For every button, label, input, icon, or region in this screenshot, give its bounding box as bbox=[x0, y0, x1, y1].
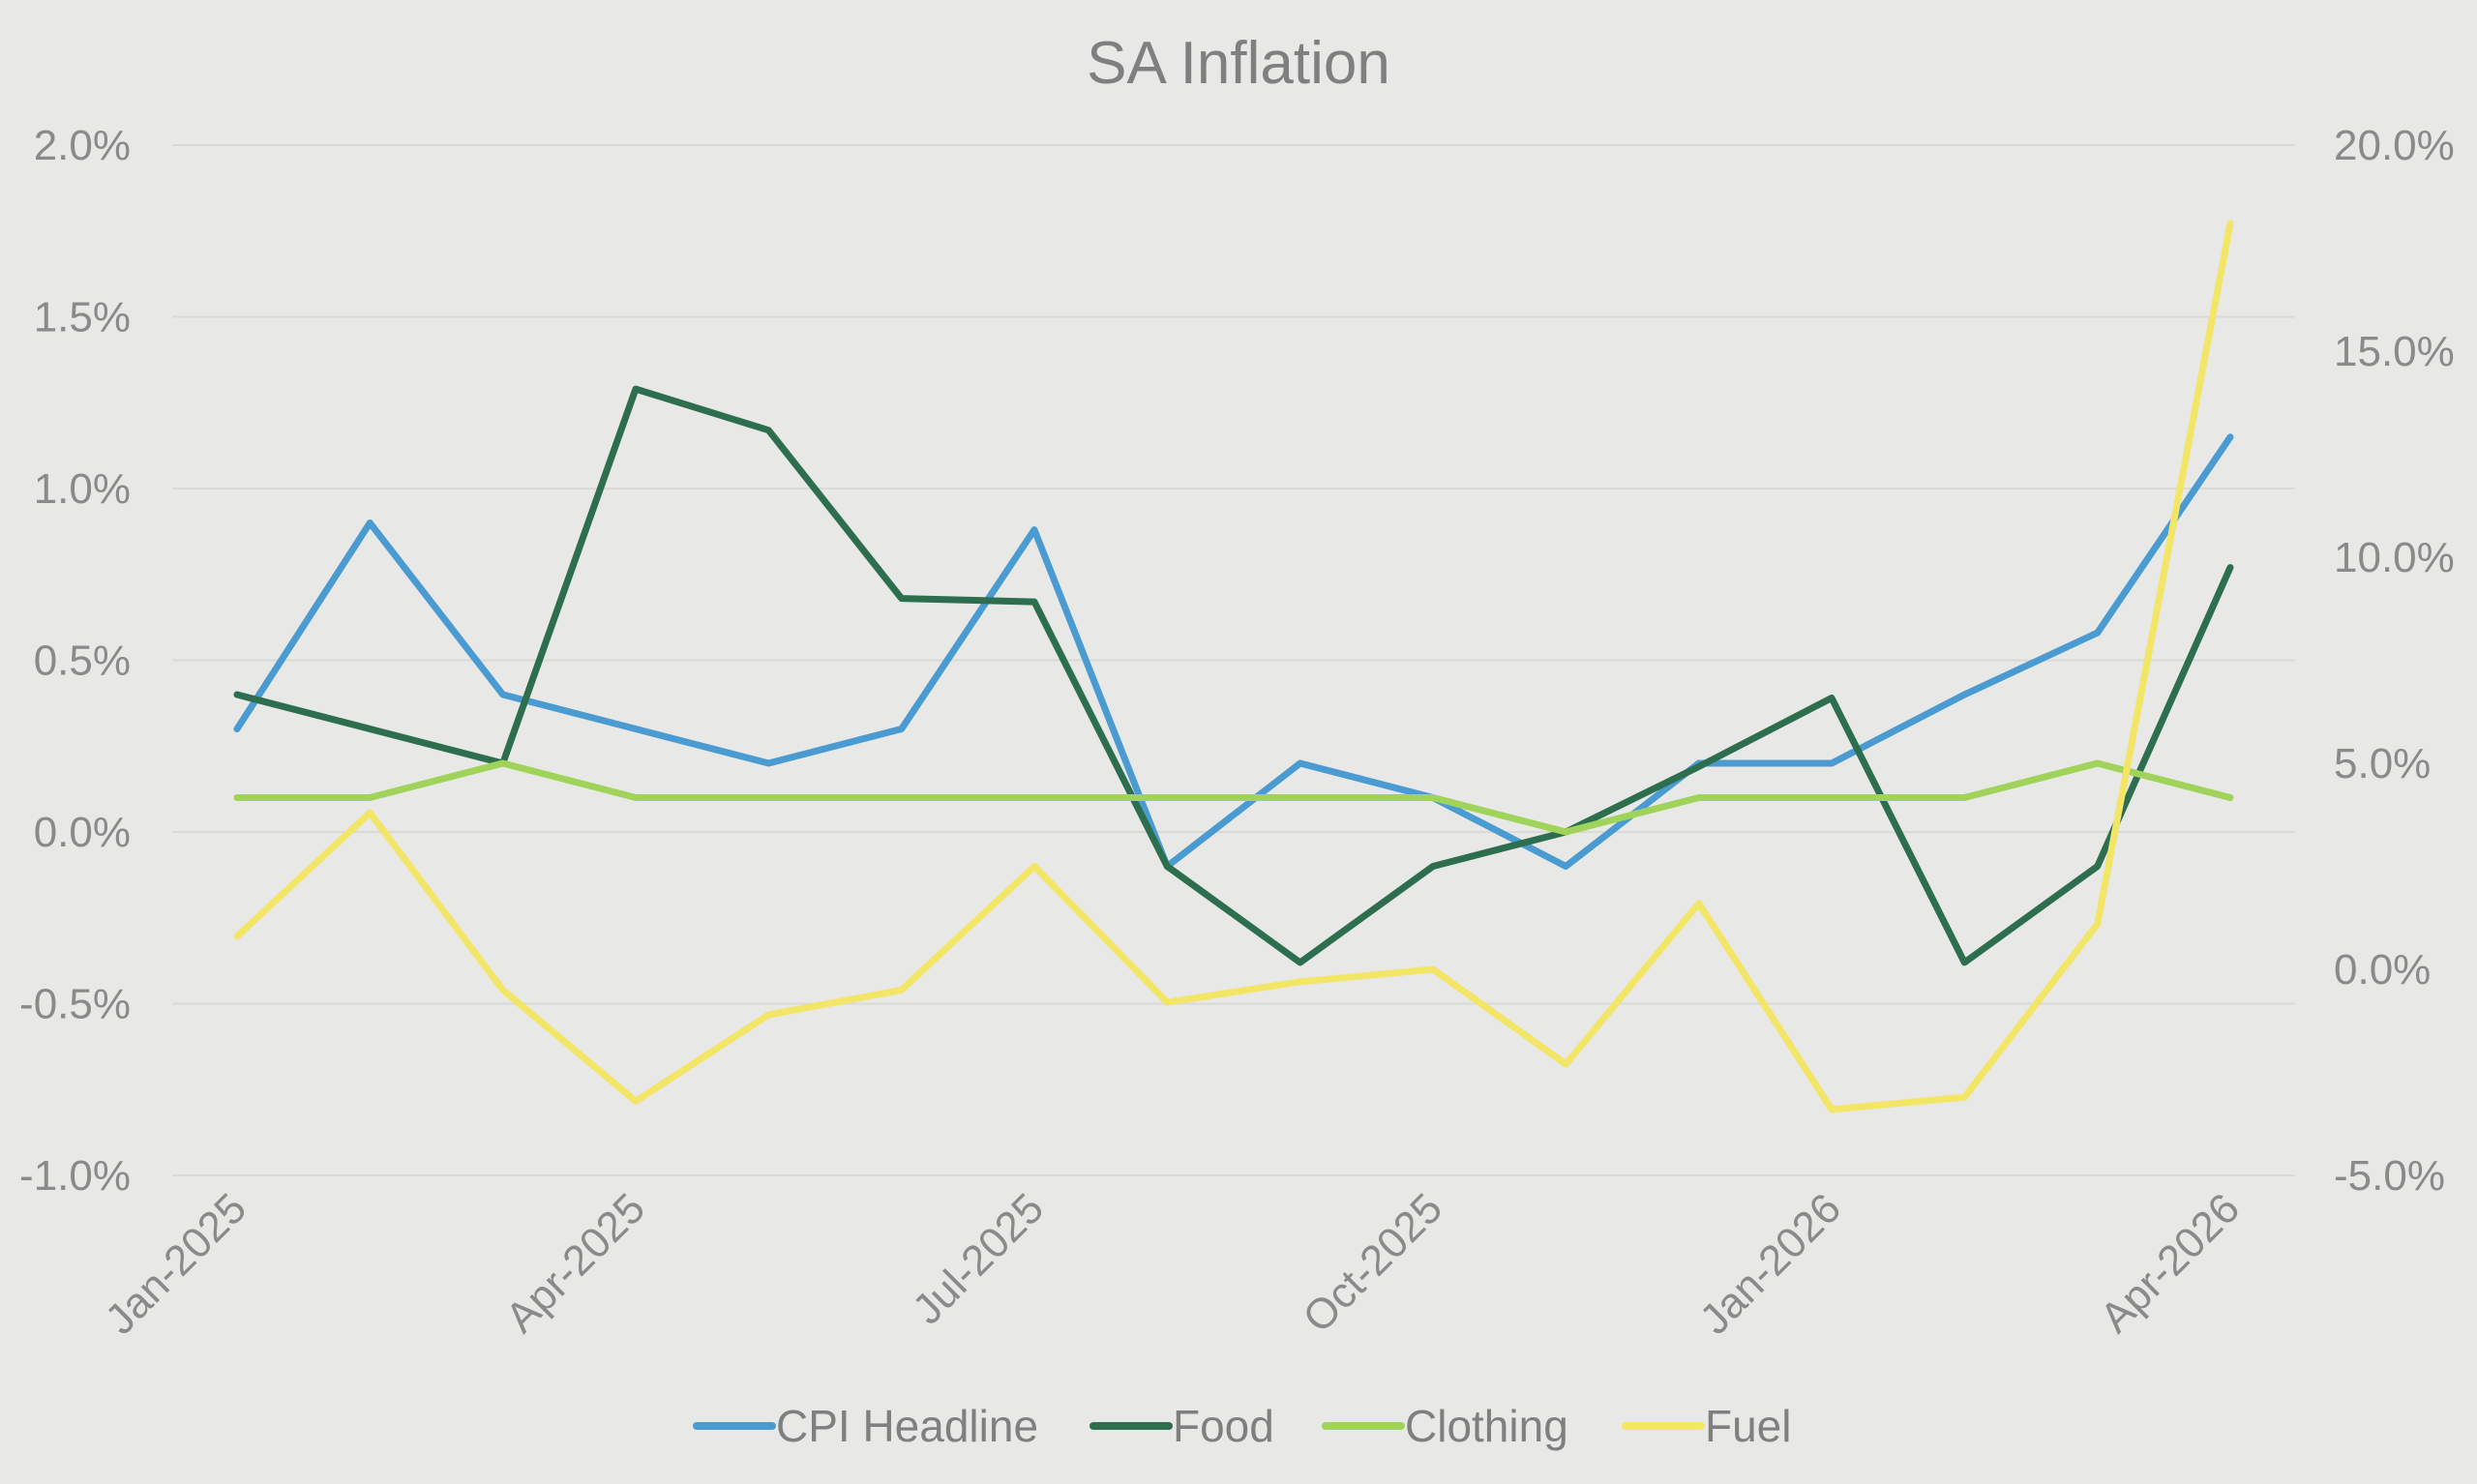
left-axis-tick-label: 0.5% bbox=[34, 638, 131, 685]
right-axis-tick-label: 20.0% bbox=[2334, 122, 2455, 169]
legend-label: CPI Headline bbox=[776, 1401, 1038, 1451]
x-axis-tick-label: Jan-2026 bbox=[1691, 1184, 1850, 1343]
legend: CPI Headline Food Clothing Fuel bbox=[693, 1401, 1791, 1451]
left-axis-tick-label: -1.0% bbox=[19, 1152, 131, 1200]
gridlines bbox=[172, 144, 2295, 1176]
series-line-cpi-headline bbox=[233, 433, 2234, 870]
left-axis: 2.0% 1.5% 1.0% 0.5% 0.0% -0.5% -1.0% bbox=[19, 122, 131, 1200]
left-axis-tick-label: 1.0% bbox=[34, 465, 131, 513]
x-axis-tick-label: Jul-2025 bbox=[904, 1184, 1053, 1333]
right-axis-tick-label: 15.0% bbox=[2334, 328, 2455, 375]
chart-title: SA Inflation bbox=[1087, 30, 1390, 97]
x-axis-tick-label: Jan-2025 bbox=[97, 1184, 255, 1343]
x-axis: Jan-2025 Apr-2025 Jul-2025 Oct-2025 Jan-2026… bbox=[97, 1184, 2249, 1343]
left-axis-tick-label: 0.0% bbox=[34, 809, 131, 856]
right-axis-tick-label: 5.0% bbox=[2334, 740, 2431, 787]
right-axis-tick-label: 10.0% bbox=[2334, 534, 2455, 581]
right-axis: 20.0% 15.0% 10.0% 5.0% 0.0% -5.0% bbox=[2334, 122, 2455, 1200]
x-axis-tick-label: Apr-2026 bbox=[2091, 1184, 2249, 1342]
legend-label: Clothing bbox=[1405, 1401, 1568, 1451]
right-axis-tick-label: 0.0% bbox=[2334, 946, 2431, 994]
left-axis-tick-label: 2.0% bbox=[34, 122, 131, 169]
x-axis-tick-label: Oct-2025 bbox=[1294, 1184, 1451, 1342]
series-line-fuel bbox=[233, 220, 2234, 1113]
x-axis-tick-label: Apr-2025 bbox=[496, 1184, 654, 1342]
legend-label: Food bbox=[1173, 1401, 1274, 1451]
series-lines bbox=[233, 220, 2234, 1113]
left-axis-tick-label: -0.5% bbox=[19, 981, 131, 1028]
series-line-clothing bbox=[233, 759, 2234, 836]
legend-label: Fuel bbox=[1705, 1401, 1791, 1451]
left-axis-tick-label: 1.5% bbox=[34, 294, 131, 341]
right-axis-tick-label: -5.0% bbox=[2334, 1152, 2445, 1200]
series-line-food bbox=[233, 385, 2234, 966]
